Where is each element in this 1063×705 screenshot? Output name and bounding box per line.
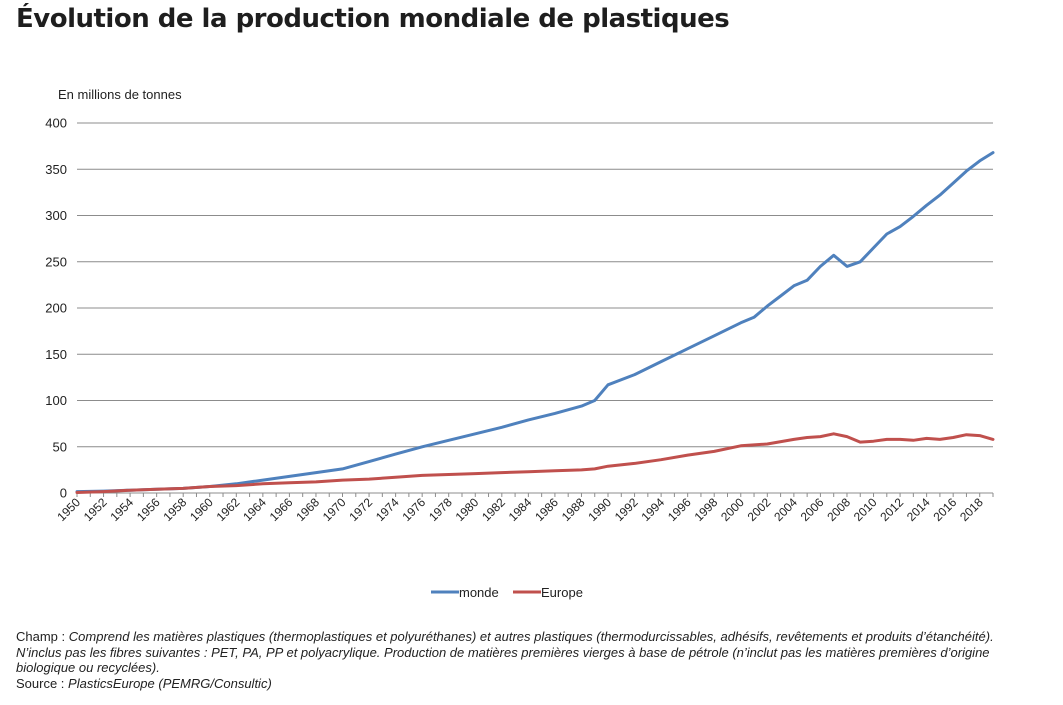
legend-label-europe: Europe [541,585,583,600]
chart-title: Évolution de la production mondiale de p… [16,4,730,34]
y-tick-label-100: 100 [45,393,67,408]
y-tick-label-300: 300 [45,208,67,223]
x-tick-label-2008: 2008 [824,495,853,524]
x-tick-label-1994: 1994 [638,495,667,524]
legend-label-monde: monde [459,585,499,600]
x-tick-label-1956: 1956 [134,495,163,524]
x-tick-label-1996: 1996 [665,495,694,524]
y-tick-label-50: 50 [53,439,67,454]
scope-label: Champ : [16,629,66,644]
x-tick-label-1968: 1968 [293,495,322,524]
y-tick-label-150: 150 [45,347,67,362]
x-tick-label-1998: 1998 [692,495,721,524]
x-tick-label-1974: 1974 [373,495,402,524]
x-tick-label-2018: 2018 [957,495,986,524]
x-tick-label-1978: 1978 [426,495,455,524]
series-line-monde [75,151,995,494]
chart-notes: Champ : Comprend les matières plastiques… [16,629,1016,691]
x-tick-label-1962: 1962 [214,495,243,524]
x-tick-label-1964: 1964 [240,495,269,524]
x-tick-label-1986: 1986 [532,495,561,524]
x-tick-label-2006: 2006 [798,495,827,524]
x-tick-label-1988: 1988 [559,495,588,524]
series-lines [75,151,995,494]
source-label: Source : [16,675,65,691]
x-tick-label-2014: 2014 [904,495,933,524]
x-tick-label-2002: 2002 [745,495,774,524]
x-axis-ticks: 1950195219541956195819601962196419661968… [54,493,994,524]
x-tick-label-2010: 2010 [851,495,880,524]
x-tick-label-1954: 1954 [107,495,136,524]
x-tick-label-1970: 1970 [320,495,349,524]
y-tick-label-400: 400 [45,116,67,131]
x-tick-label-1992: 1992 [612,495,641,524]
y-tick-label-0: 0 [60,486,67,501]
legend: monde Europe [431,585,583,600]
y-tick-label-200: 200 [45,301,67,316]
x-tick-label-1952: 1952 [81,495,110,524]
source-text: PlasticsEurope (PEMRG/Consultic) [68,675,272,691]
x-tick-label-1982: 1982 [479,495,508,524]
x-tick-label-1976: 1976 [399,495,428,524]
y-axis-unit-label: En millions de tonnes [58,87,182,102]
x-tick-label-2000: 2000 [718,495,747,524]
y-tick-label-250: 250 [45,254,67,269]
grid-lines [77,122,993,448]
x-tick-label-1966: 1966 [267,495,296,524]
y-axis-ticks: 0 50 100 150 200 250 300 350 400 [45,116,67,501]
x-tick-label-1950: 1950 [54,495,83,524]
y-tick-label-350: 350 [45,162,67,177]
x-tick-label-1984: 1984 [506,495,535,524]
x-tick-label-2012: 2012 [877,495,906,524]
x-tick-label-2016: 2016 [931,495,960,524]
scope-note: Champ : Comprend les matières plastiques… [16,629,1016,676]
x-tick-label-1990: 1990 [585,495,614,524]
x-tick-label-1972: 1972 [346,495,375,524]
series-line-europe [75,432,995,494]
x-tick-label-1960: 1960 [187,495,216,524]
source-note: Source : PlasticsEurope (PEMRG/Consultic… [16,676,1016,692]
x-tick-label-2004: 2004 [771,495,800,524]
x-tick-label-1958: 1958 [161,495,190,524]
scope-text: Comprend les matières plastiques (thermo… [16,629,994,675]
x-tick-label-1980: 1980 [453,495,482,524]
